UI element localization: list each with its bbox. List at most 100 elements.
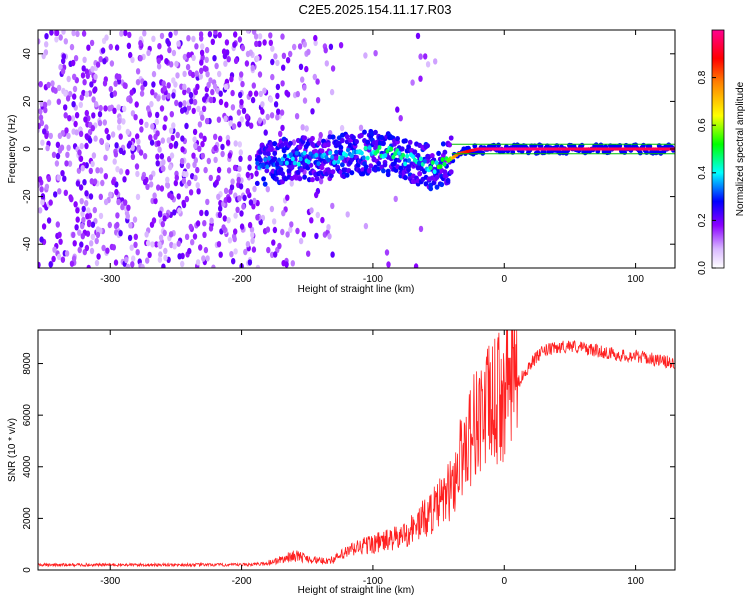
spectrogram-cell xyxy=(159,32,165,40)
spectrogram-cell xyxy=(433,58,438,65)
signal-core-cell xyxy=(282,153,287,159)
spectrogram-cell xyxy=(89,81,94,88)
spectrogram-cell xyxy=(201,255,206,262)
spectrogram-cell xyxy=(80,233,86,240)
signal-halo-cell xyxy=(280,171,285,177)
spectrogram-cell xyxy=(254,170,259,177)
spectrogram-cell xyxy=(128,222,133,229)
spectrogram-cell xyxy=(38,176,43,183)
spectrogram-cell xyxy=(44,41,49,48)
x-tick-label: 0 xyxy=(501,274,507,285)
spectrogram-cell xyxy=(54,160,60,167)
spectrogram-cell xyxy=(160,137,165,144)
spectrogram-cell xyxy=(155,160,160,167)
signal-halo-cell xyxy=(385,171,391,178)
spectrogram-cell xyxy=(72,240,77,247)
signal-core-cell xyxy=(346,147,350,153)
spectrogram-cell xyxy=(202,231,207,238)
spectrogram-cell xyxy=(190,173,195,180)
signal-halo-cell xyxy=(310,135,315,142)
spectrogram-cell xyxy=(69,260,75,267)
spectrogram-cell xyxy=(173,30,178,36)
signal-halo-cell xyxy=(535,150,541,156)
spectrogram-cell xyxy=(410,79,415,86)
spectrogram-cell xyxy=(281,210,286,217)
spectrogram-cell xyxy=(255,214,260,221)
spectrogram-cell xyxy=(57,147,63,154)
spectrogram-cell xyxy=(90,233,96,241)
spectrogram-cell xyxy=(108,43,114,51)
spectrogram-cell xyxy=(156,184,161,191)
spectrogram-cell xyxy=(260,108,265,115)
spectrogram-cell xyxy=(191,107,196,115)
spectrogram-cell xyxy=(204,209,209,217)
spectrogram-cell xyxy=(84,109,90,117)
signal-halo-cell xyxy=(258,157,263,163)
spectrogram-cell xyxy=(198,132,204,139)
signal-halo-cell xyxy=(319,165,325,171)
spectrogram-cell xyxy=(273,251,278,258)
spectrogram-cell xyxy=(77,246,82,254)
spectrogram-cell xyxy=(117,73,122,81)
spectrogram-cell xyxy=(326,224,331,231)
spectrogram-cell xyxy=(223,187,229,194)
spectrogram-cell xyxy=(225,134,231,142)
spectrogram-cell xyxy=(96,253,101,260)
spectrogram-cell xyxy=(99,137,104,145)
spectrogram-cell xyxy=(304,65,309,73)
spectrogram-cell xyxy=(247,154,252,162)
snr-y-label: SNR (10 * v/v) xyxy=(7,418,18,482)
spectrogram-cell xyxy=(233,248,238,255)
spectrogram-cell xyxy=(91,112,96,119)
spectrogram-cell xyxy=(64,127,69,134)
spectrogram-cell xyxy=(306,48,311,56)
spectrogram-cell xyxy=(166,92,171,100)
signal-core-cell xyxy=(326,157,331,163)
spectrogram-cell xyxy=(203,246,209,254)
signal-core-cell xyxy=(363,145,368,151)
spectrogram-cell xyxy=(155,111,160,119)
spectrogram-cell xyxy=(237,36,243,43)
spectrogram-cell xyxy=(191,54,196,61)
signal-core-cell xyxy=(336,159,341,165)
spectrogram-cell xyxy=(197,145,202,152)
signal-core-cell xyxy=(377,145,382,150)
spectrogram-cell xyxy=(127,234,133,242)
spectrogram-cell xyxy=(192,128,198,136)
spectrogram-cell xyxy=(75,30,80,38)
signal-halo-cell xyxy=(344,134,350,140)
spectrogram-cell xyxy=(42,128,47,135)
spectrogram-cell xyxy=(182,88,187,96)
signal-halo-cell xyxy=(423,181,429,187)
spectrogram-cell xyxy=(65,151,70,158)
signal-halo-cell xyxy=(439,181,445,188)
spectrogram-cell xyxy=(188,189,194,196)
spectrogram-cell xyxy=(204,46,210,54)
spectrogram-cell xyxy=(73,120,78,128)
signal-halo-cell xyxy=(330,169,336,175)
spectrogram-cell xyxy=(297,43,303,50)
spectrogram-cell xyxy=(149,181,154,188)
spectrogram-cell xyxy=(265,113,270,121)
signal-halo-cell xyxy=(425,143,430,149)
spectrogram-cell xyxy=(269,205,275,213)
spectrogram-cell xyxy=(38,114,44,121)
snr-x-ticks: -300 -200 -100 0 100 xyxy=(100,330,644,587)
spectrogram-cell xyxy=(314,191,319,199)
spectrogram-cell xyxy=(221,224,226,231)
spectrogram-cell xyxy=(174,99,179,107)
spectrogram-cell xyxy=(238,149,243,156)
signal-halo-cell xyxy=(431,180,437,186)
spectrogram-cell xyxy=(156,63,162,70)
spectrogram-cell xyxy=(82,79,87,86)
spectrogram-cell xyxy=(162,215,167,222)
spectrogram-cell xyxy=(125,263,131,268)
spectrogram-cell xyxy=(204,56,209,63)
spectrogram-cell xyxy=(58,63,63,71)
spectrogram-cell xyxy=(318,131,323,139)
spectrogram-cell xyxy=(113,80,118,87)
spectrogram-cell xyxy=(73,55,79,62)
signal-halo-cell xyxy=(442,149,448,155)
spectrogram-cell xyxy=(204,117,210,125)
